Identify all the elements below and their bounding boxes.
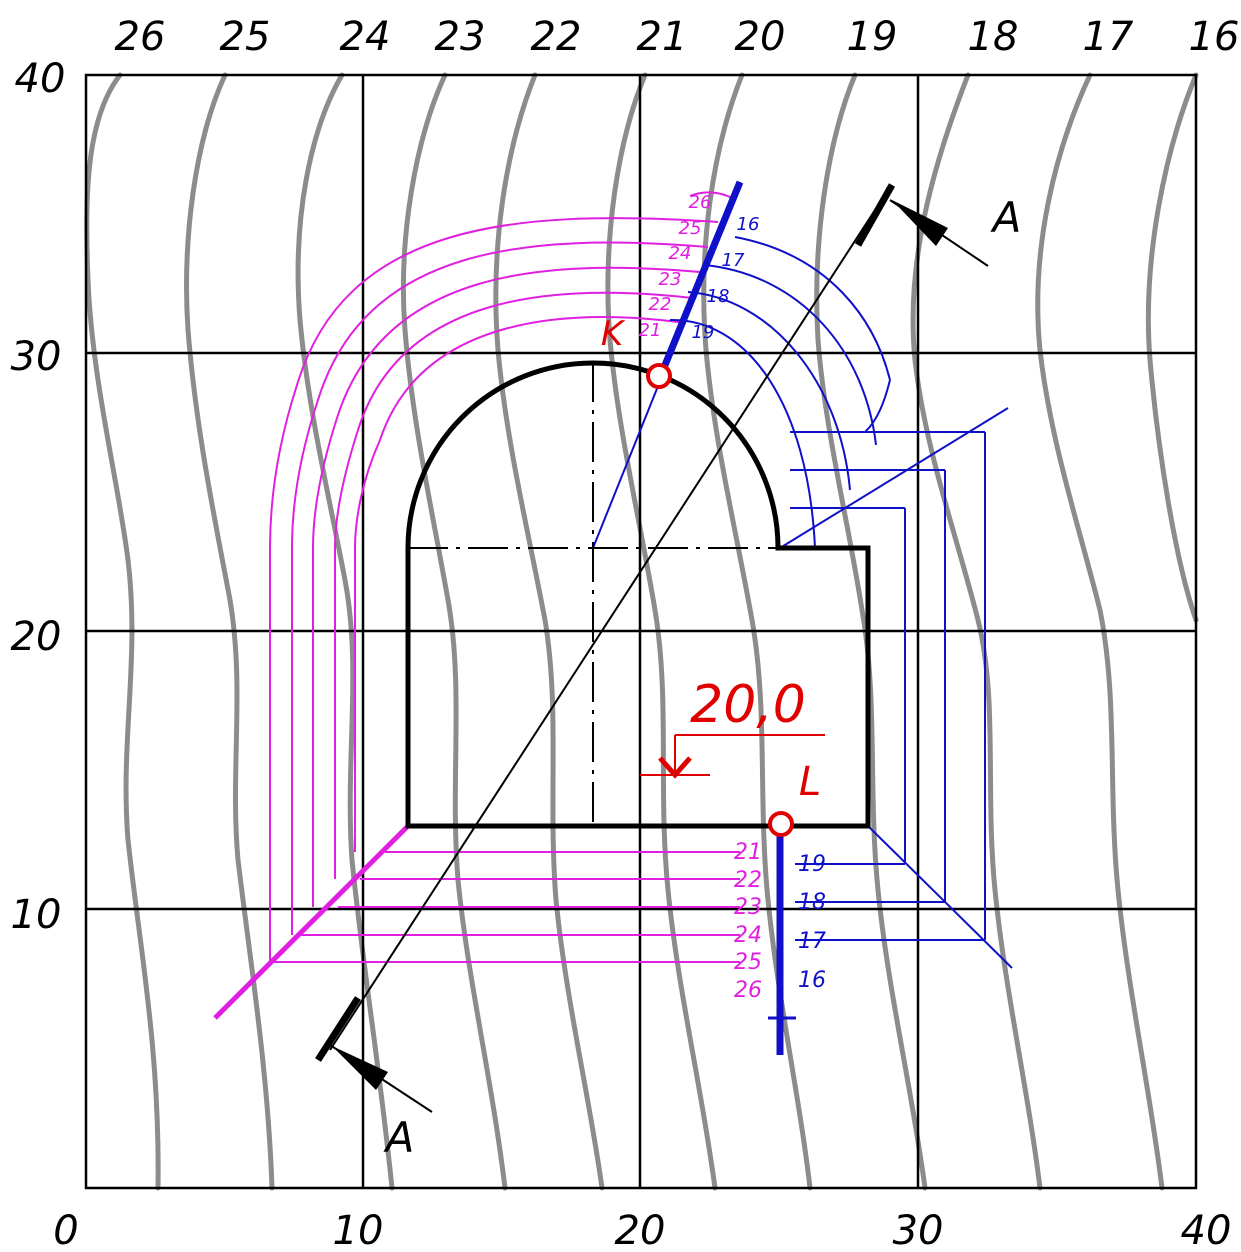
- contour-22: [493, 72, 605, 1191]
- fill-contour-22: [334, 291, 693, 879]
- y-label: 20: [11, 614, 62, 660]
- section-mark-top: [854, 183, 896, 247]
- cut-contour-18: [687, 291, 851, 491]
- elevation-mark: [640, 734, 825, 779]
- cut-scale-lower-labels: 19 18 17 16: [798, 852, 826, 993]
- point-L-marker: [768, 811, 794, 837]
- contour-25: [184, 72, 275, 1191]
- fill-label: 26: [689, 192, 712, 213]
- x-axis-labels: 0 10 20 30 40: [53, 1208, 1231, 1252]
- cut-diag-upper: [779, 407, 1009, 549]
- contour-label: 18: [968, 14, 1019, 60]
- cut-contour-19: [669, 318, 816, 549]
- fill-arc-top: [689, 191, 733, 199]
- contour-label: 24: [340, 14, 391, 60]
- coordinate-grid: [84, 73, 1198, 1190]
- cut-label: 17: [798, 929, 826, 954]
- fill-label: 23: [659, 269, 682, 290]
- y-axis-labels: 40 30 20 10: [11, 56, 66, 938]
- fill-label: 26: [734, 978, 762, 1003]
- x-label: 20: [615, 1208, 666, 1252]
- fill-label: 23: [734, 895, 762, 920]
- x-label: 30: [893, 1208, 944, 1252]
- cut-label: 17: [722, 250, 745, 271]
- cut-arc-end: [864, 379, 891, 433]
- contour-label: 21: [637, 14, 688, 60]
- cut-slope-lines: [592, 181, 1013, 969]
- elevation-value: 20,0: [690, 675, 806, 735]
- contour-label: 20: [735, 14, 786, 60]
- contour-17: [1035, 72, 1165, 1191]
- fill-contour-24: [291, 241, 709, 935]
- fill-label: 24: [669, 243, 692, 264]
- contour-label: 25: [220, 14, 271, 60]
- cut-scale-upper-labels: 19 18 17 16: [692, 214, 760, 343]
- contour-label-row: 26 25 24 23 22 21 20 19 18 17 16: [115, 14, 1240, 60]
- fill-scale-lower: 21 22 23 24 25 26: [734, 840, 762, 1003]
- fill-label: 25: [679, 218, 702, 239]
- cut-label: 16: [737, 214, 760, 235]
- section-label-top: A: [990, 193, 1022, 242]
- fill-slope-lines: [269, 191, 740, 963]
- contour-label: 26: [115, 14, 166, 60]
- cut-label: 19: [798, 852, 826, 877]
- section-line: [315, 183, 989, 1113]
- fill-label: 21: [639, 320, 662, 341]
- fill-label: 25: [734, 950, 762, 975]
- section-arrow-bottom-head: [332, 1046, 388, 1090]
- contour-16: [1145, 72, 1199, 623]
- section-arrow-top-head: [892, 200, 948, 246]
- axis-lines: [408, 362, 778, 826]
- elevation-arrow-icon: [658, 756, 692, 779]
- cut-contour-17: [704, 264, 877, 446]
- fill-label: 24: [734, 923, 762, 948]
- x-label: 40: [1181, 1208, 1232, 1252]
- cut-contour-16: [734, 236, 891, 381]
- point-K-marker: [646, 363, 672, 389]
- fill-label: 22: [649, 294, 672, 315]
- fill-label: 22: [734, 868, 762, 893]
- cut-scale-upper: [659, 180, 744, 372]
- contour-21: [605, 72, 718, 1191]
- contour-label: 17: [1083, 14, 1134, 60]
- fill-contour-23: [312, 266, 701, 907]
- point-K-label: K: [601, 314, 626, 354]
- fill-label: 21: [734, 840, 762, 865]
- fill-contour-25: [269, 217, 719, 962]
- cut-label: 16: [798, 968, 826, 993]
- section-label-bottom: A: [383, 1113, 415, 1162]
- y-label: 30: [11, 334, 62, 380]
- section-mark-bottom: [315, 996, 361, 1062]
- fill-contour-21: [354, 316, 687, 852]
- contour-label: 19: [847, 14, 898, 60]
- x-label: 0: [53, 1208, 78, 1252]
- contour-23: [400, 72, 508, 1191]
- y-label: 10: [11, 892, 62, 938]
- x-label: 10: [333, 1208, 384, 1252]
- cut-diag-lower: [867, 825, 1013, 969]
- contour-label: 16: [1189, 14, 1240, 60]
- fill-scale-upper: 21 22 23 24 25 26: [639, 192, 712, 341]
- fill-slope-direction: [213, 824, 410, 1020]
- contour-label: 22: [531, 14, 582, 60]
- point-L-label: L: [799, 759, 821, 805]
- contour-24: [295, 72, 395, 1191]
- cut-label: 18: [707, 286, 730, 307]
- y-label: 40: [15, 56, 66, 102]
- cut-label: 19: [692, 322, 715, 343]
- platform-outline: [405, 360, 871, 829]
- contour-19: [814, 72, 928, 1191]
- cut-label: 18: [798, 890, 826, 915]
- contour-label: 23: [435, 14, 486, 60]
